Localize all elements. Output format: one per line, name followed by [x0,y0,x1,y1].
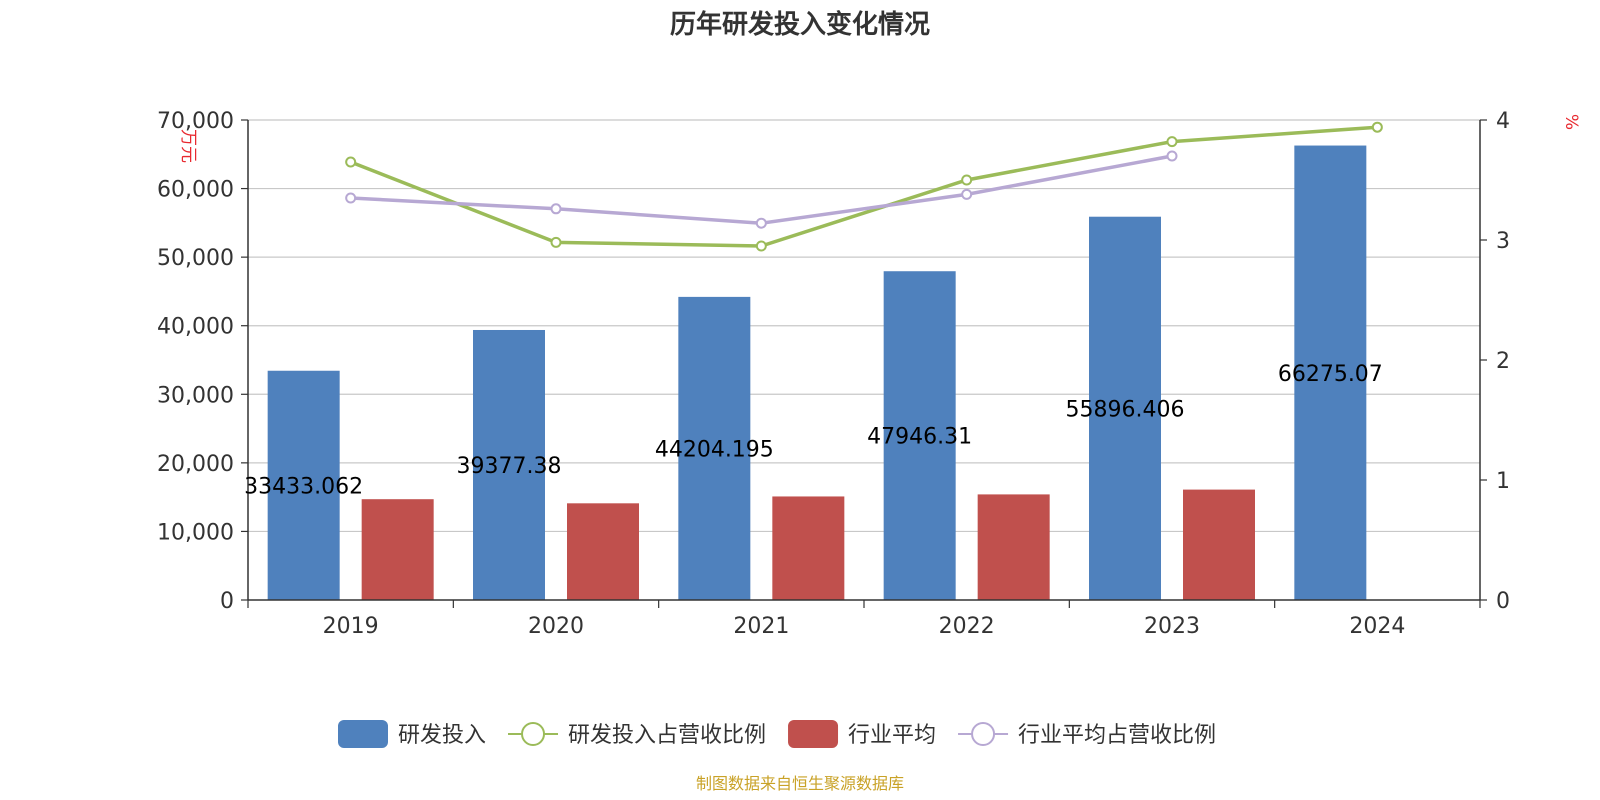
legend-label: 研发投入 [398,723,486,748]
bar-行业平均 [361,499,434,600]
bar-研发投入 [883,271,956,600]
y-left-tick-label: 50,000 [157,246,234,271]
bar-data-label: 44204.195 [655,437,774,462]
line-point-行业平均占营收比例 [345,192,357,204]
axes: 0 10,000 20,000 30,000 40,000 50,000 60,000 70,… [157,109,1510,639]
y-left-tick-label: 30,000 [157,383,234,408]
x-tick-label: 2024 [1349,614,1405,639]
data-labels: 33433.062 39377.38 44204.195 47946.31 55896.… [244,362,1383,500]
right-axis-unit: % [1561,114,1581,130]
y-left-tick-label: 0 [220,589,234,614]
y-left-tick-label: 20,000 [157,452,234,477]
y-left-tick-label: 70,000 [157,109,234,134]
bar-行业平均 [977,494,1050,600]
y-right-tick-label: 1 [1496,469,1510,494]
bar-data-label: 47946.31 [867,425,972,450]
x-tick-label: 2022 [939,614,995,639]
legend-marker-研发投入占营收比例 [521,722,546,746]
line-point-行业平均占营收比例 [961,188,973,200]
line-point-行业平均占营收比例 [1166,150,1178,162]
legend-swatch-研发投入 [338,720,388,748]
y-right-tick-label: 0 [1496,589,1510,614]
bar-研发投入 [473,329,545,600]
bar-data-label: 55896.406 [1066,397,1185,422]
x-tick-label: 2019 [323,614,379,639]
gridlines [248,119,1480,533]
line-point-研发投入占营收比例 [1371,121,1383,133]
bars [267,145,1367,601]
line-point-行业平均占营收比例 [755,217,767,229]
bar-行业平均 [567,503,639,600]
line-point-行业平均占营收比例 [550,203,562,215]
y-right-tick-label: 4 [1496,109,1510,134]
legend-marker-行业平均占营收比例 [971,722,996,746]
lines [345,121,1383,252]
legend-label: 行业平均 [848,723,936,748]
bar-研发投入 [267,370,340,600]
legend-label: 行业平均占营收比例 [1018,723,1216,748]
left-axis-unit: 万元 [178,129,198,163]
series-line-研发投入占营收比例 [350,125,1378,248]
bar-data-label: 33433.062 [244,474,363,499]
line-point-研发投入占营收比例 [755,240,767,252]
bar-研发投入 [1089,216,1161,600]
bar-行业平均 [772,496,845,600]
y-left-tick-label: 60,000 [157,178,234,203]
bar-data-label: 39377.38 [457,454,562,479]
y-right-tick-label: 2 [1496,349,1510,374]
legend: 研发投入 研发投入占营收比例 行业平均 行业平均占营收比例 [338,720,1216,748]
y-left-tick-label: 40,000 [157,315,234,340]
legend-swatch-行业平均 [788,720,839,748]
line-point-研发投入占营收比例 [961,174,973,186]
y-left-tick-label: 10,000 [157,520,234,545]
chart-title: 历年研发投入变化情况 [670,9,930,40]
x-tick-label: 2020 [528,614,584,639]
line-point-研发投入占营收比例 [345,156,357,168]
source-note: 制图数据来自恒生聚源数据库 [696,774,904,793]
y-right-tick-label: 3 [1496,229,1510,254]
bar-研发投入 [678,296,751,600]
bar-data-label: 66275.07 [1278,362,1383,387]
line-point-研发投入占营收比例 [1166,136,1178,148]
x-tick-label: 2023 [1144,614,1200,639]
bar-研发投入 [1294,145,1367,601]
legend-label: 研发投入占营收比例 [568,723,766,748]
x-tick-label: 2021 [733,614,789,639]
line-point-研发投入占营收比例 [550,236,562,248]
bar-行业平均 [1183,489,1255,600]
